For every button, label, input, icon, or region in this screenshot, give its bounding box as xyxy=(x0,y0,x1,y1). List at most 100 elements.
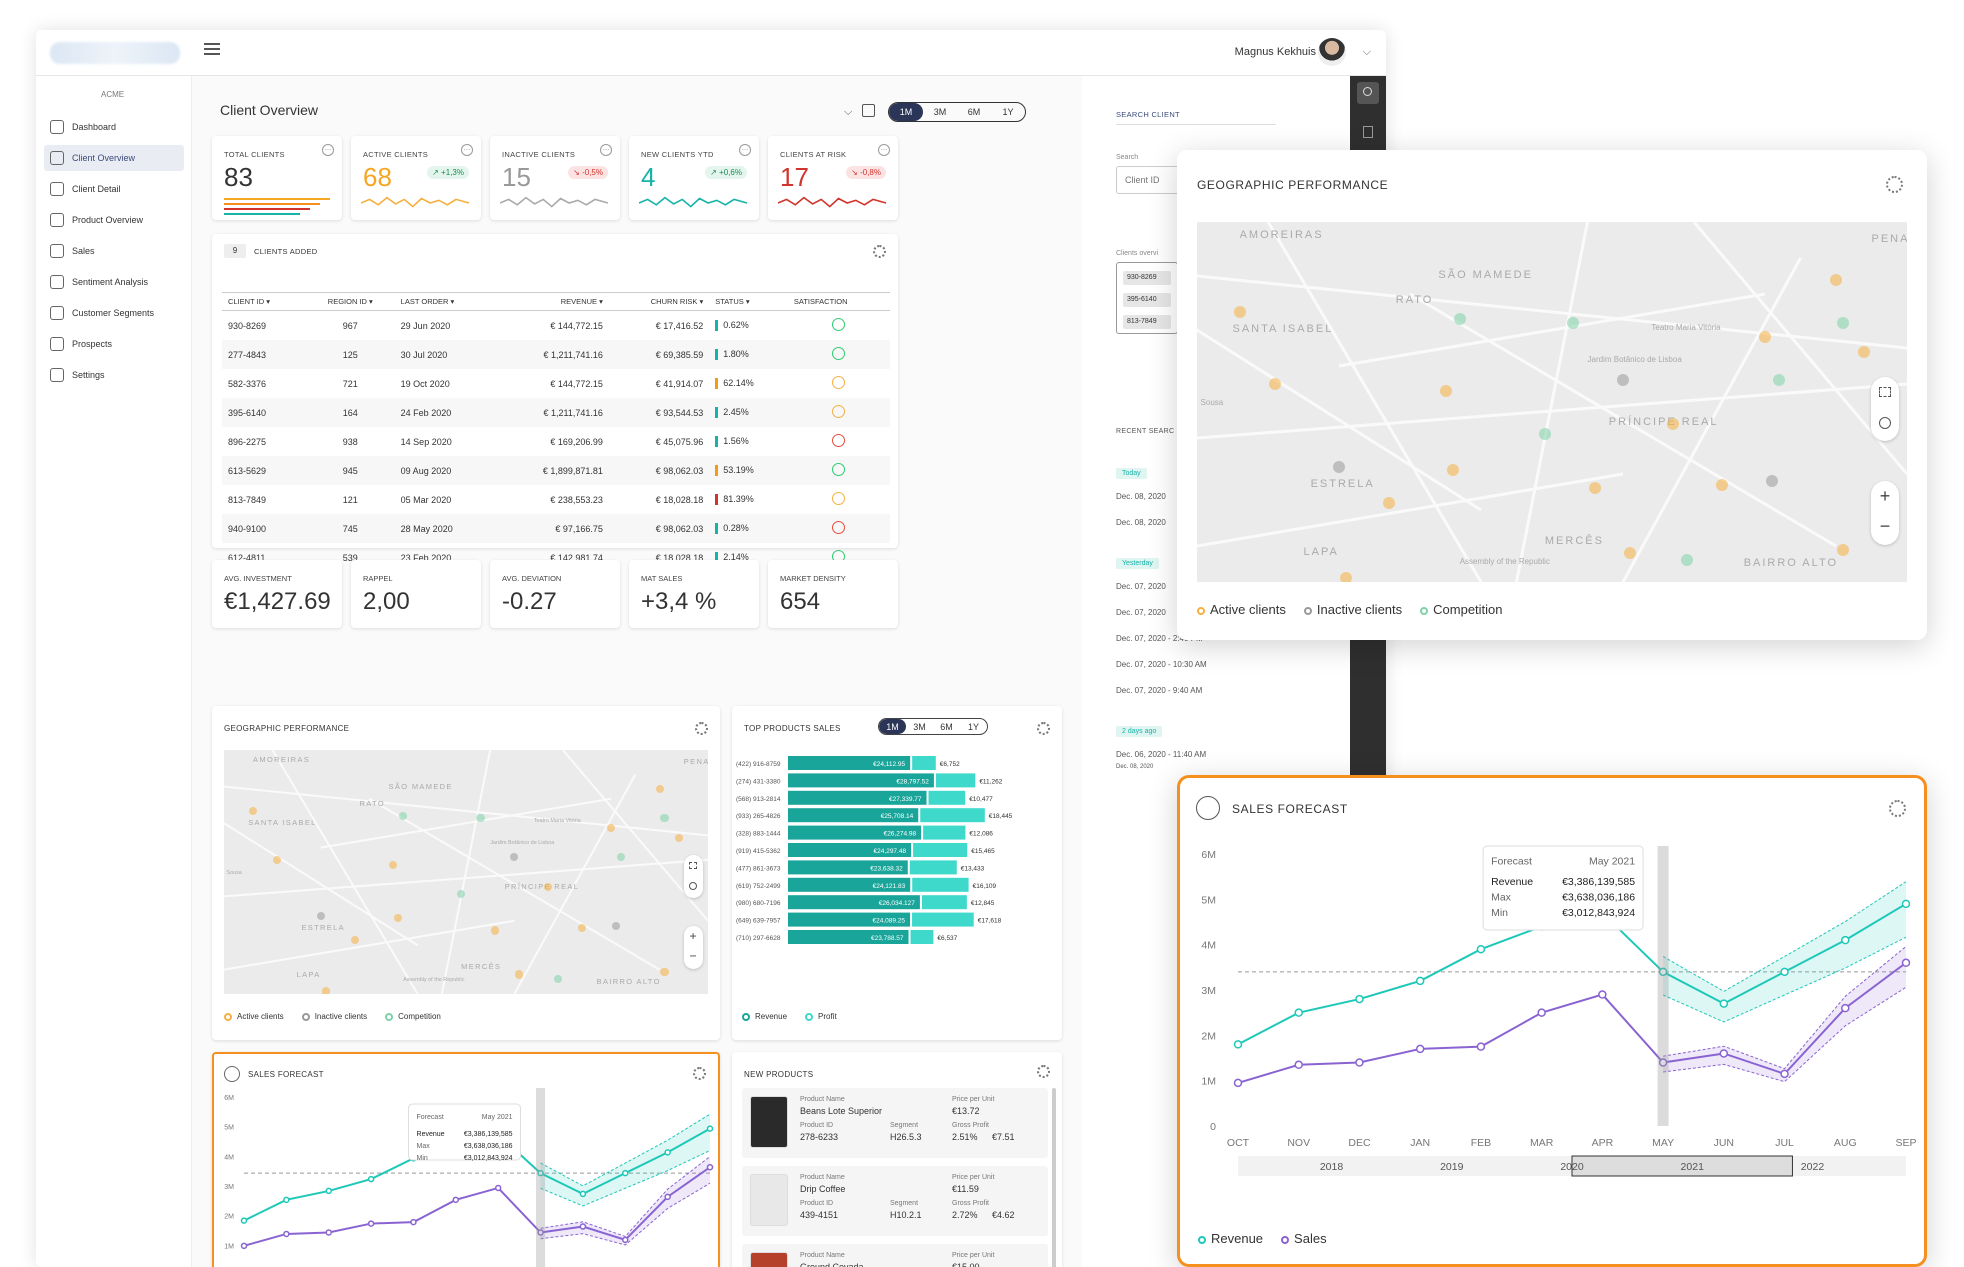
period-1m[interactable]: 1M xyxy=(879,719,906,734)
period-1m[interactable]: 1M xyxy=(889,103,923,121)
data-point[interactable] xyxy=(325,1187,332,1195)
search-icon[interactable] xyxy=(1357,82,1379,104)
data-point[interactable] xyxy=(664,1149,671,1156)
chevron-down-icon[interactable]: ⌵ xyxy=(844,106,853,118)
map-pin-competition[interactable] xyxy=(1567,316,1580,329)
sidebar-item-settings[interactable]: Settings xyxy=(44,362,184,388)
map-pin-active[interactable] xyxy=(1716,478,1729,491)
data-point[interactable] xyxy=(1658,967,1668,977)
client-chip[interactable]: 813-7849 xyxy=(1123,315,1171,329)
map-pin-active[interactable] xyxy=(1233,306,1246,318)
map-pin-active[interactable] xyxy=(273,855,282,864)
revenue-bar[interactable] xyxy=(788,895,920,910)
profit-bar[interactable] xyxy=(913,843,968,857)
recent-search-item[interactable]: Dec. 08, 2020 xyxy=(1116,492,1166,501)
sidebar-item-customer-segments[interactable]: Customer Segments xyxy=(44,300,184,326)
data-point[interactable] xyxy=(1233,1040,1243,1049)
sidebar-item-prospects[interactable]: Prospects xyxy=(44,331,184,357)
map-pin-competition[interactable] xyxy=(399,811,408,820)
data-point[interactable] xyxy=(367,1175,375,1183)
revenue-bar[interactable] xyxy=(788,756,911,770)
settings-icon[interactable] xyxy=(873,245,886,258)
locate-icon[interactable] xyxy=(688,882,698,891)
revenue-bar[interactable] xyxy=(788,843,912,857)
locate-icon[interactable] xyxy=(1879,416,1891,429)
map-pin-active[interactable] xyxy=(389,860,398,869)
revenue-bar[interactable] xyxy=(788,808,919,823)
recent-search-item[interactable]: Dec. 07, 2020 xyxy=(1116,582,1166,591)
zoom-out-button[interactable]: − xyxy=(689,949,697,964)
data-point[interactable] xyxy=(452,1196,460,1204)
column-header[interactable]: CLIENT ID ▾ xyxy=(222,292,306,311)
settings-icon[interactable] xyxy=(1886,176,1903,193)
data-point[interactable] xyxy=(1780,967,1789,977)
more-icon[interactable]: … xyxy=(322,144,334,156)
table-row[interactable]: 613-5629 945 09 Aug 2020 € 1,899,871.81 € 98… xyxy=(222,456,890,485)
settings-icon[interactable] xyxy=(1037,722,1050,735)
table-row[interactable]: 395-6140 164 24 Feb 2020 € 1,211,741.16 € 93… xyxy=(222,398,890,427)
data-point[interactable] xyxy=(1476,944,1486,954)
profit-bar[interactable] xyxy=(912,912,974,927)
table-row[interactable]: 896-2275 938 14 Sep 2020 € 169,206.99 € 45,0… xyxy=(222,427,890,456)
map-pin-competition[interactable] xyxy=(553,975,563,984)
user-name[interactable]: Magnus Kekhuis xyxy=(1234,46,1316,58)
profit-bar[interactable] xyxy=(935,773,976,788)
map-pin-active[interactable] xyxy=(1624,547,1637,560)
map-pin-active[interactable] xyxy=(1858,345,1871,358)
profit-bar[interactable] xyxy=(912,877,969,892)
revenue-bar[interactable] xyxy=(788,912,911,927)
sidebar-item-client-detail[interactable]: Client Detail xyxy=(44,176,184,202)
data-point[interactable] xyxy=(1294,1008,1303,1017)
map-pin-competition[interactable] xyxy=(1453,313,1466,326)
data-point[interactable] xyxy=(1476,1042,1486,1051)
data-point[interactable] xyxy=(494,1184,502,1192)
sidebar-item-product-overview[interactable]: Product Overview xyxy=(44,207,184,233)
product-item[interactable]: Product Name Drip Coffee Price per Unit €11… xyxy=(742,1166,1048,1236)
period-1y[interactable]: 1Y xyxy=(967,721,979,732)
period-3m[interactable]: 3M xyxy=(913,721,926,732)
column-header[interactable]: SATISFACTION xyxy=(787,292,890,311)
data-point[interactable] xyxy=(1901,899,1911,909)
more-icon[interactable]: … xyxy=(878,144,890,156)
chevron-down-icon[interactable]: ⌵ xyxy=(1362,46,1371,58)
select-area-icon[interactable] xyxy=(688,861,698,869)
product-item[interactable]: Product Name Beans Lote Superior Price per… xyxy=(742,1088,1048,1158)
map-pin-active[interactable] xyxy=(655,784,664,794)
map-pin-active[interactable] xyxy=(607,824,616,833)
recent-search-item[interactable]: Dec. 08, 2020 xyxy=(1116,518,1166,527)
map-pin-active[interactable] xyxy=(394,914,403,923)
data-point[interactable] xyxy=(1537,1008,1546,1017)
map-pin-inactive[interactable] xyxy=(611,921,621,930)
map-pin-active[interactable] xyxy=(1439,385,1452,398)
map-pin-active[interactable] xyxy=(1837,543,1850,556)
data-point[interactable] xyxy=(1719,999,1729,1008)
data-point[interactable] xyxy=(1658,1058,1668,1067)
map-pin-active[interactable] xyxy=(321,987,330,994)
sidebar-item-dashboard[interactable]: Dashboard xyxy=(44,114,184,140)
data-point[interactable] xyxy=(537,1169,544,1177)
profit-bar[interactable] xyxy=(912,756,936,770)
revenue-bar[interactable] xyxy=(788,877,911,892)
map-pin-active[interactable] xyxy=(674,833,684,842)
data-point[interactable] xyxy=(1415,976,1425,986)
column-header[interactable]: STATUS ▾ xyxy=(709,292,788,311)
revenue-bar[interactable] xyxy=(788,790,927,805)
table-row[interactable]: 813-7849 121 05 Mar 2020 € 238,553.23 € 18,0… xyxy=(222,485,890,514)
profit-bar[interactable] xyxy=(921,895,967,910)
recent-search-item[interactable]: Dec. 06, 2020 - 11:40 AM xyxy=(1116,750,1207,759)
map-pin-active[interactable] xyxy=(515,970,524,979)
data-point[interactable] xyxy=(706,1163,714,1171)
table-row[interactable]: 277-4843 125 30 Jul 2020 € 1,211,741.16 € 69… xyxy=(222,340,890,369)
bookmark-icon[interactable] xyxy=(1363,126,1373,138)
zoom-in-button[interactable]: + xyxy=(1879,486,1891,507)
data-point[interactable] xyxy=(1233,1078,1243,1088)
data-point[interactable] xyxy=(240,1242,248,1250)
recent-search-item[interactable]: Dec. 07, 2020 xyxy=(1116,608,1166,617)
revenue-bar[interactable] xyxy=(788,860,908,875)
data-point[interactable] xyxy=(1841,935,1850,945)
table-row[interactable]: 930-8269 967 29 Jun 2020 € 144,772.15 € 17,4… xyxy=(222,311,890,341)
map-pin-active[interactable] xyxy=(1759,331,1771,344)
map[interactable]: AMOREIRAS SÃO MAMEDE RATO SANTA ISABEL Teatr… xyxy=(224,750,708,994)
profit-bar[interactable] xyxy=(910,930,934,944)
cursor-line[interactable] xyxy=(536,1088,546,1267)
